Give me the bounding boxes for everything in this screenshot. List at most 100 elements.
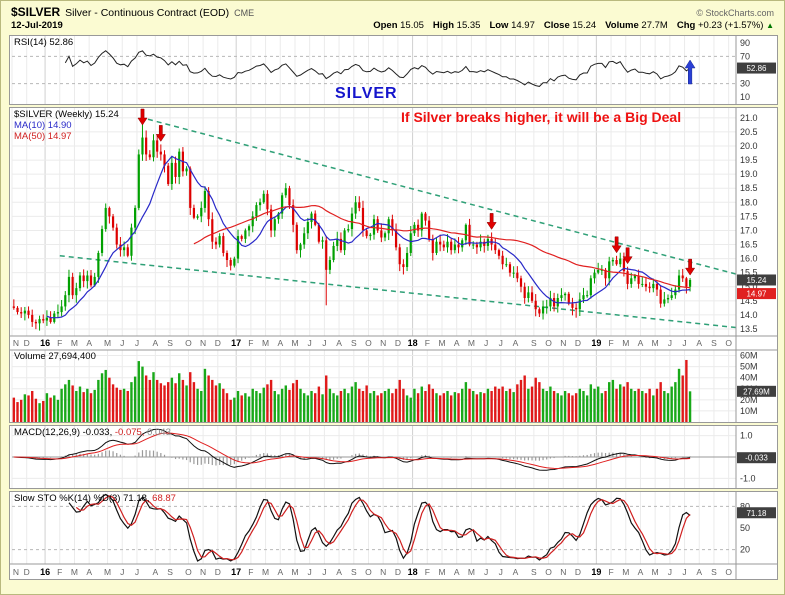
svg-text:17.5: 17.5 — [740, 211, 758, 221]
svg-text:15.0: 15.0 — [740, 282, 758, 292]
svg-text:N: N — [13, 567, 19, 577]
svg-text:S: S — [711, 567, 717, 577]
svg-text:O: O — [725, 567, 732, 577]
svg-text:A: A — [86, 567, 92, 577]
svg-text:13.5: 13.5 — [740, 324, 758, 334]
svg-text:O: O — [545, 567, 552, 577]
svg-text:17: 17 — [231, 338, 241, 348]
svg-text:D: D — [215, 567, 221, 577]
svg-text:A: A — [336, 567, 342, 577]
svg-text:F: F — [608, 567, 613, 577]
svg-text:A: A — [86, 338, 92, 348]
ma10-line — [46, 155, 691, 319]
svg-text:M: M — [291, 338, 298, 348]
svg-text:S: S — [531, 338, 537, 348]
stochastic-legend: Slow STO %K(14) %D(3) 71.18, 68.87 — [14, 493, 176, 504]
svg-text:F: F — [248, 567, 253, 577]
svg-text:21.0: 21.0 — [740, 113, 758, 123]
price-plot: 21.0 20.5 20.0 19.5 19.0 18.5 18.0 17.5 17.0 16.5… — [10, 108, 777, 422]
svg-text:D: D — [575, 338, 581, 348]
svg-text:M: M — [262, 567, 269, 577]
instrument-name: Silver - Continuous Contract (EOD) — [65, 7, 230, 19]
svg-text:20.5: 20.5 — [740, 127, 758, 137]
svg-text:O: O — [365, 567, 372, 577]
svg-text:N: N — [200, 567, 206, 577]
svg-text:F: F — [425, 567, 430, 577]
macd-signal-line — [13, 432, 691, 470]
svg-text:71.18: 71.18 — [746, 509, 767, 518]
svg-text:J: J — [668, 338, 672, 348]
svg-text:A: A — [696, 338, 702, 348]
svg-text:M: M — [652, 338, 659, 348]
ma50-flag: 14.97 — [737, 288, 776, 300]
stoch-value-d: 68.87 — [152, 493, 176, 504]
svg-text:D: D — [215, 338, 221, 348]
svg-text:S: S — [531, 567, 537, 577]
rsi-plot: 90 70 30 10 52.86 — [11, 36, 776, 104]
svg-text:17: 17 — [231, 567, 241, 577]
svg-text:J: J — [322, 338, 326, 348]
rsi-panel: 90 70 30 10 52.86 RSI(14) 52.86 — [9, 35, 778, 105]
svg-text:F: F — [57, 338, 62, 348]
rsi-flag: 52.86 — [737, 62, 776, 74]
svg-text:M: M — [622, 338, 629, 348]
stoch-k-line — [68, 493, 691, 562]
svg-text:30: 30 — [740, 79, 750, 89]
svg-text:17.0: 17.0 — [740, 225, 758, 235]
macd-plot: 1.00.0-1.0-0.033 — [11, 426, 776, 488]
quote-high: High 15.35 — [432, 20, 481, 31]
close-price-flag: 15.24 — [737, 274, 776, 286]
svg-text:-1.0: -1.0 — [740, 473, 756, 483]
svg-text:F: F — [425, 338, 430, 348]
svg-text:D: D — [395, 338, 401, 348]
svg-text:D: D — [395, 567, 401, 577]
svg-text:14.0: 14.0 — [740, 310, 758, 320]
svg-text:O: O — [365, 338, 372, 348]
svg-text:M: M — [652, 567, 659, 577]
svg-text:S: S — [167, 338, 173, 348]
svg-text:J: J — [322, 567, 326, 577]
svg-text:50: 50 — [740, 523, 750, 533]
rsi-legend: RSI(14) 52.86 — [14, 37, 73, 48]
volume-bars — [12, 359, 692, 422]
price-down-arrow — [137, 108, 148, 126]
chart-date: 12-Jul-2019 — [11, 20, 63, 31]
svg-text:M: M — [71, 567, 78, 577]
svg-text:18.5: 18.5 — [740, 183, 758, 193]
svg-text:A: A — [152, 338, 158, 348]
rsi-legend-label: RSI(14) — [14, 37, 47, 48]
svg-text:F: F — [57, 567, 62, 577]
silver-annotation: SILVER — [335, 85, 398, 102]
ma50-line — [193, 204, 691, 289]
svg-text:90: 90 — [740, 38, 750, 48]
price-legend-symbol: $SILVER (Weekly) 15.24 — [14, 109, 119, 120]
month-axis-labels: N D 16 F M A M J J A S O N D 17 F M A M J J A S O N D 18 F M A M J J A S O N… — [13, 338, 732, 348]
svg-text:J: J — [308, 338, 312, 348]
price-down-arrow — [622, 247, 633, 265]
volume-legend: Volume 27,694,400 — [14, 351, 96, 362]
svg-text:M: M — [291, 567, 298, 577]
svg-text:J: J — [668, 567, 672, 577]
svg-text:A: A — [513, 567, 519, 577]
svg-text:J: J — [499, 567, 503, 577]
change-up-arrow-icon: ▲ — [766, 21, 774, 30]
svg-text:D: D — [24, 338, 30, 348]
svg-text:16.5: 16.5 — [740, 240, 758, 250]
svg-text:S: S — [167, 567, 173, 577]
svg-text:D: D — [24, 567, 30, 577]
svg-text:10: 10 — [740, 92, 750, 102]
volume-legend-text: Volume 27,694,400 — [14, 351, 96, 362]
svg-text:M: M — [438, 338, 445, 348]
svg-text:M: M — [71, 338, 78, 348]
svg-text:O: O — [725, 338, 732, 348]
svg-text:A: A — [277, 338, 283, 348]
svg-text:N: N — [380, 338, 386, 348]
rsi-legend-value: 52.86 — [49, 37, 74, 48]
svg-text:14.97: 14.97 — [746, 290, 767, 299]
svg-text:15.5: 15.5 — [740, 268, 758, 278]
svg-text:15.24: 15.24 — [746, 276, 767, 285]
svg-text:J: J — [484, 338, 488, 348]
svg-text:16: 16 — [40, 567, 50, 577]
price-down-arrow — [486, 213, 497, 230]
volume-flag: 27.69M — [737, 385, 776, 397]
